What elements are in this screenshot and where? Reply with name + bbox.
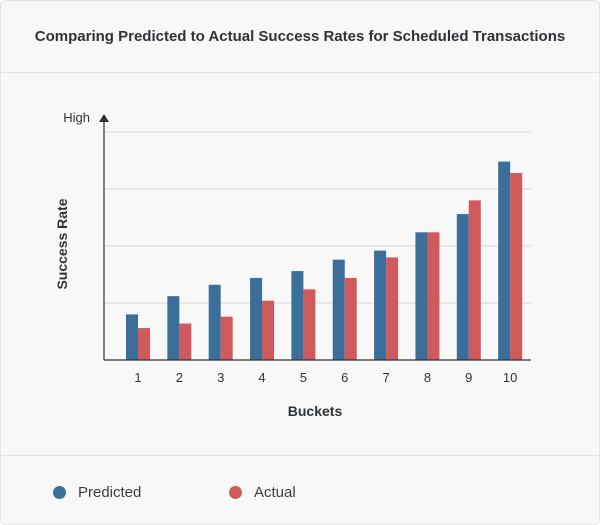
legend-item-actual: Actual	[229, 484, 296, 501]
legend-label-predicted: Predicted	[78, 484, 142, 501]
predicted-bar	[208, 284, 221, 360]
x-tick-label: 9	[465, 370, 472, 385]
y-top-label: High	[63, 110, 90, 125]
actual-bar	[220, 316, 233, 360]
predicted-bar	[126, 314, 138, 360]
y-axis-title: Success Rate	[54, 198, 70, 289]
predicted-dot-icon	[53, 486, 66, 499]
x-tick-label: 5	[300, 370, 307, 385]
chart-header: Comparing Predicted to Actual Success Ra…	[1, 1, 599, 73]
x-tick-label: 1	[134, 370, 141, 385]
actual-dot-icon	[229, 486, 242, 499]
actual-bar	[510, 173, 523, 360]
x-tick-label: 3	[217, 370, 224, 385]
actual-bar	[468, 200, 481, 360]
actual-bar	[386, 257, 399, 360]
actual-bar	[179, 323, 192, 360]
bars	[126, 161, 523, 360]
x-tick-label: 2	[176, 370, 183, 385]
bar-chart: High 1 2 3 4 5 6 7 8 9 10 Buckets Success Rate	[54, 110, 531, 419]
legend-label-actual: Actual	[254, 484, 296, 501]
actual-bar	[303, 289, 316, 360]
x-tick-labels: 1 2 3 4 5 6 7 8 9 10	[134, 370, 517, 385]
x-tick-label: 4	[258, 370, 265, 385]
x-axis-title: Buckets	[288, 403, 343, 419]
x-tick-label: 6	[341, 370, 348, 385]
predicted-bar	[250, 277, 263, 360]
predicted-bar	[498, 161, 511, 360]
legend-item-predicted: Predicted	[53, 484, 141, 501]
predicted-bar	[291, 271, 304, 360]
actual-bar	[138, 328, 150, 360]
chart-title: Comparing Predicted to Actual Success Ra…	[34, 28, 566, 45]
predicted-bar	[332, 259, 345, 360]
predicted-bar	[456, 214, 469, 360]
actual-bar	[262, 300, 275, 360]
x-tick-label: 8	[424, 370, 431, 385]
actual-bar	[427, 232, 440, 360]
actual-bar	[344, 277, 357, 360]
legend: Predicted Actual	[1, 455, 599, 524]
x-tick-label: 7	[382, 370, 389, 385]
x-tick-label: 10	[503, 370, 517, 385]
predicted-bar	[167, 296, 180, 360]
predicted-bar	[374, 250, 387, 360]
predicted-bar	[415, 232, 428, 360]
y-axis-arrow-icon	[99, 114, 109, 122]
